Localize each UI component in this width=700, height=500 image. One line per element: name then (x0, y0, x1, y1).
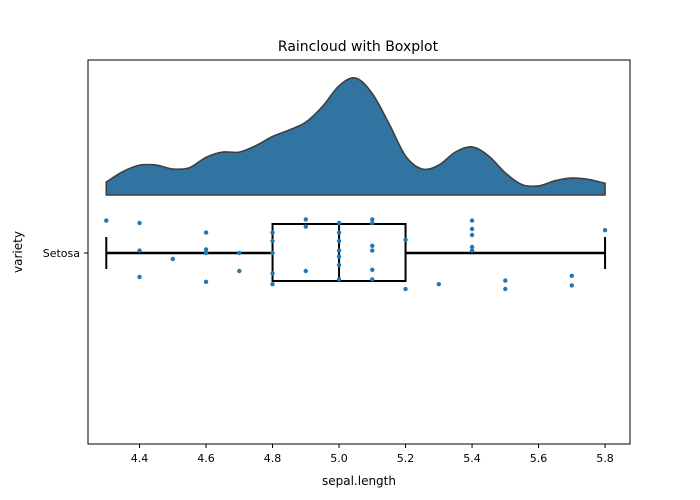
data-point (370, 220, 375, 226)
data-point (137, 220, 142, 226)
data-point (237, 268, 242, 274)
x-tick-label: 4.4 (131, 452, 149, 465)
data-point (370, 248, 375, 253)
data-point (370, 267, 375, 272)
x-tick-label: 5.6 (530, 452, 548, 465)
data-point (270, 230, 275, 235)
data-point (104, 218, 109, 223)
x-tick-label: 5.0 (330, 452, 348, 465)
data-point (336, 238, 342, 244)
data-point (569, 283, 575, 288)
x-tick-label: 5.8 (596, 452, 614, 465)
data-point (170, 256, 175, 262)
x-tick-label: 4.6 (197, 452, 215, 465)
data-point (403, 237, 408, 242)
data-point (270, 271, 275, 276)
data-point (469, 232, 475, 238)
data-point (137, 274, 142, 280)
x-tick-label: 4.8 (264, 452, 282, 465)
data-point (237, 250, 242, 256)
data-point (469, 226, 475, 232)
data-point (336, 230, 342, 235)
y-axis-label: variety (11, 231, 25, 273)
data-point (370, 217, 375, 222)
x-tick-label: 5.4 (463, 452, 481, 465)
axes-frame (87, 59, 631, 445)
data-point (270, 282, 275, 287)
data-point (203, 250, 209, 256)
data-point (370, 243, 375, 248)
chart-title: Raincloud with Boxplot (278, 39, 439, 55)
x-axis: 4.4 4.6 4.8 5.0 5.2 5.4 5.6 5.8 (131, 444, 614, 465)
data-point (303, 224, 308, 229)
x-axis-label: sepal.length (322, 474, 396, 488)
data-point (569, 273, 575, 278)
data-point (270, 238, 275, 244)
data-point (270, 250, 275, 256)
x-tick-label: 5.2 (397, 452, 415, 465)
density-cloud (105, 76, 606, 196)
data-point (336, 248, 342, 253)
data-point (203, 230, 209, 235)
data-point (336, 220, 342, 226)
data-point (503, 286, 508, 292)
data-point (303, 268, 308, 274)
data-point (137, 248, 142, 253)
data-point (469, 244, 475, 250)
data-point (370, 277, 375, 282)
data-point (303, 217, 308, 222)
data-point (336, 277, 342, 282)
data-point (436, 282, 442, 287)
data-point (602, 228, 608, 233)
y-axis: Setosa (43, 247, 88, 260)
data-point (469, 218, 475, 223)
data-point (203, 247, 209, 252)
y-tick-label: Setosa (43, 247, 80, 260)
data-point (403, 286, 408, 292)
plot-area (104, 76, 608, 292)
data-point (469, 248, 475, 253)
data-point (203, 279, 209, 284)
data-point (503, 278, 508, 283)
data-point (336, 262, 342, 268)
data-point (336, 254, 342, 259)
